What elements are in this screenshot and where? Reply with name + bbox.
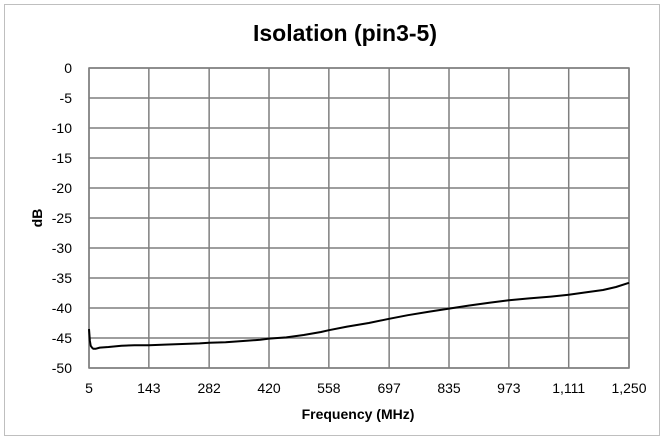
x-axis-tick-labels: 5 143 282 420 558 697 835 973 1,111 1,250 [85,380,647,396]
y-tick-label: -45 [52,330,72,346]
plot-area-border [88,67,630,369]
x-tick-label: 282 [197,380,221,396]
x-axis-label: Frequency (MHz) [302,406,415,422]
y-tick-label: -10 [52,120,72,136]
y-tick-label: 0 [64,60,72,76]
series-layer [88,281,630,350]
y-tick-label: -40 [52,300,72,316]
x-tick-label: 558 [317,380,341,396]
y-tick-label: -20 [52,180,72,196]
x-tick-label: 1,111 [552,380,585,396]
chart-frame [4,4,660,436]
x-tick-label: 973 [497,380,521,396]
y-axis-tick-labels: 0 -5 -10 -15 -20 -25 -30 -35 -40 -45 -50 [52,60,72,376]
x-tick-label: 5 [85,380,93,396]
y-tick-label: -35 [52,270,72,286]
chart-title: Isolation (pin3-5) [253,20,437,46]
x-tick-label: 697 [377,380,401,396]
x-tick-label: 420 [257,380,281,396]
grid-lines [88,67,630,369]
y-tick-label: -25 [52,210,72,226]
y-tick-label: -30 [52,240,72,256]
y-tick-label: -5 [60,90,73,106]
y-tick-label: -15 [52,150,72,166]
x-tick-label: 143 [137,380,161,396]
y-axis-label: dB [29,209,45,228]
series-line-isolation [88,281,630,350]
y-tick-label: -50 [52,360,72,376]
x-tick-label: 1,250 [611,380,646,396]
x-tick-label: 835 [437,380,461,396]
